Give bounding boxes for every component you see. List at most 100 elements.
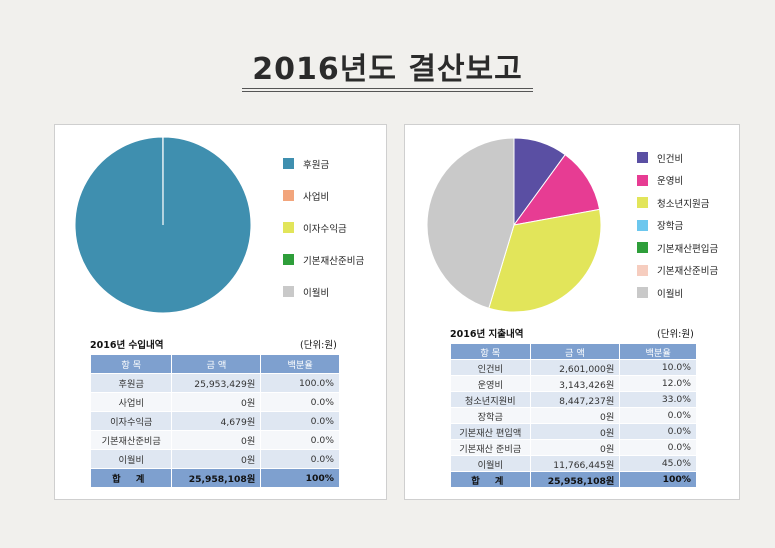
- table-cell: 후원금: [89, 373, 173, 393]
- table-row: 이월비 0원 0.0%: [89, 449, 340, 469]
- table-row: 장학금 0원 0.0%: [450, 407, 697, 424]
- table-cell: 0.0%: [619, 407, 697, 424]
- table-cell: 기본재산준비금: [89, 430, 173, 450]
- legend-item: 후원금: [283, 157, 364, 171]
- legend-swatch: [637, 174, 648, 186]
- legend-swatch: [637, 197, 648, 208]
- table-cell: 운영비: [450, 375, 531, 392]
- expense-table-title: 2016년 지출내역: [450, 329, 524, 340]
- total-cell: 합 계: [450, 471, 531, 488]
- table-cell: 청소년지원비: [450, 391, 531, 408]
- column-header: 항 목: [89, 354, 173, 374]
- table-row: 이자수익금 4,679원 0.0%: [89, 411, 340, 431]
- legend-label: 사업비: [303, 191, 330, 203]
- income-unit-label: (단위:원): [300, 340, 337, 351]
- column-header: 백분율: [260, 354, 340, 374]
- legend-item: 기본재산준비금: [283, 253, 364, 267]
- table-row: 기본재산준비금 0원 0.0%: [89, 430, 340, 450]
- table-cell: 0.0%: [260, 449, 340, 469]
- legend-label: 이월비: [657, 288, 684, 300]
- legend-swatch: [637, 264, 648, 276]
- table-cell: 기본재산 편입액: [450, 423, 531, 440]
- legend-swatch: [283, 190, 294, 201]
- pie-slice: [512, 153, 601, 226]
- table-cell: 25,953,429원: [171, 373, 262, 393]
- income-panel: 후원금 사업비 이자수익금 기본재산준비금 이월비 2016년 수입내역 (단위:원) …: [54, 124, 387, 500]
- table-row: 인건비 2,601,000원 10.0%: [450, 359, 697, 376]
- table-row: 사업비 0원 0.0%: [89, 392, 340, 412]
- column-header: 항 목: [450, 343, 531, 360]
- title-underline: [242, 88, 533, 89]
- legend-label: 인건비: [657, 153, 684, 165]
- legend-swatch: [283, 222, 294, 233]
- expense-unit-label: (단위:원): [657, 329, 694, 340]
- legend-label: 이자수익금: [303, 223, 347, 235]
- table-cell: 0.0%: [619, 423, 697, 440]
- legend-label: 운영비: [657, 176, 684, 187]
- total-cell: 합 계: [89, 468, 173, 488]
- legend-item: 청소년지원금: [637, 196, 718, 210]
- legend-swatch: [283, 158, 294, 169]
- expense-total-row: 합 계 25,958,108원 100%: [450, 471, 697, 488]
- table-cell: 12.0%: [619, 375, 697, 392]
- legend-item: 이자수익금: [283, 221, 364, 235]
- table-row: 운영비 3,143,426원 12.0%: [450, 375, 697, 392]
- table-row: 후원금 25,953,429원 100.0%: [89, 373, 340, 393]
- column-header: 금 액: [171, 354, 262, 374]
- total-cell: 25,958,108원: [529, 471, 621, 488]
- table-cell: 100.0%: [260, 373, 340, 393]
- legend-item: 사업비: [283, 189, 364, 203]
- table-cell: 0.0%: [260, 430, 340, 450]
- table-cell: 사업비: [89, 392, 173, 412]
- legend-swatch: [283, 254, 294, 265]
- table-cell: 3,143,426원: [529, 375, 621, 392]
- legend-item: 이월비: [637, 286, 718, 300]
- total-cell: 25,958,108원: [171, 468, 262, 488]
- table-cell: 8,447,237원: [529, 391, 621, 408]
- table-cell: 이자수익금: [89, 411, 173, 431]
- legend-item: 장학금: [637, 219, 718, 232]
- table-cell: 0원: [529, 407, 621, 424]
- table-cell: 이월비: [450, 455, 531, 472]
- table-cell: 0.0%: [260, 411, 340, 431]
- legend-label: 청소년지원금: [657, 198, 710, 210]
- table-cell: 장학금: [450, 407, 531, 424]
- legend-label: 기본재산편입금: [657, 243, 719, 255]
- legend-item: 인건비: [637, 151, 718, 165]
- table-cell: 0원: [171, 449, 262, 469]
- legend-item: 이월비: [283, 285, 364, 299]
- legend-label: 기본재산준비금: [657, 266, 719, 277]
- legend-swatch: [637, 242, 648, 253]
- income-table-title: 2016년 수입내역: [90, 340, 164, 351]
- legend-swatch: [637, 219, 648, 231]
- total-cell: 100%: [619, 471, 697, 488]
- table-cell: 0원: [171, 430, 262, 450]
- table-row: 이월비 11,766,445원 45.0%: [450, 455, 697, 472]
- column-header: 백분율: [619, 343, 697, 360]
- table-cell: 11,766,445원: [529, 455, 621, 472]
- page-title: 2016년도 결산보고: [252, 52, 523, 87]
- table-cell: 10.0%: [619, 359, 697, 376]
- title-underline-2: [242, 91, 533, 92]
- legend-label: 장학금: [657, 221, 684, 232]
- expense-pie-chart: [427, 138, 602, 313]
- table-cell: 0.0%: [260, 392, 340, 412]
- income-pie-chart: [75, 137, 252, 314]
- pie-slice: [488, 208, 602, 313]
- legend-swatch: [283, 286, 294, 297]
- table-row: 기본재산 준비금 0원 0.0%: [450, 439, 697, 456]
- table-cell: 기본재산 준비금: [450, 439, 531, 456]
- pie-slice: [427, 138, 515, 309]
- table-cell: 45.0%: [619, 455, 697, 472]
- table-cell: 0.0%: [619, 439, 697, 456]
- table-row: 기본재산 편입액 0원 0.0%: [450, 423, 697, 440]
- legend-item: 운영비: [637, 174, 718, 187]
- table-cell: 0원: [171, 392, 262, 412]
- table-cell: 0원: [529, 423, 621, 440]
- legend-item: 기본재산편입금: [637, 241, 719, 255]
- legend-swatch: [637, 152, 648, 163]
- table-row: 청소년지원비 8,447,237원 33.0%: [450, 391, 697, 408]
